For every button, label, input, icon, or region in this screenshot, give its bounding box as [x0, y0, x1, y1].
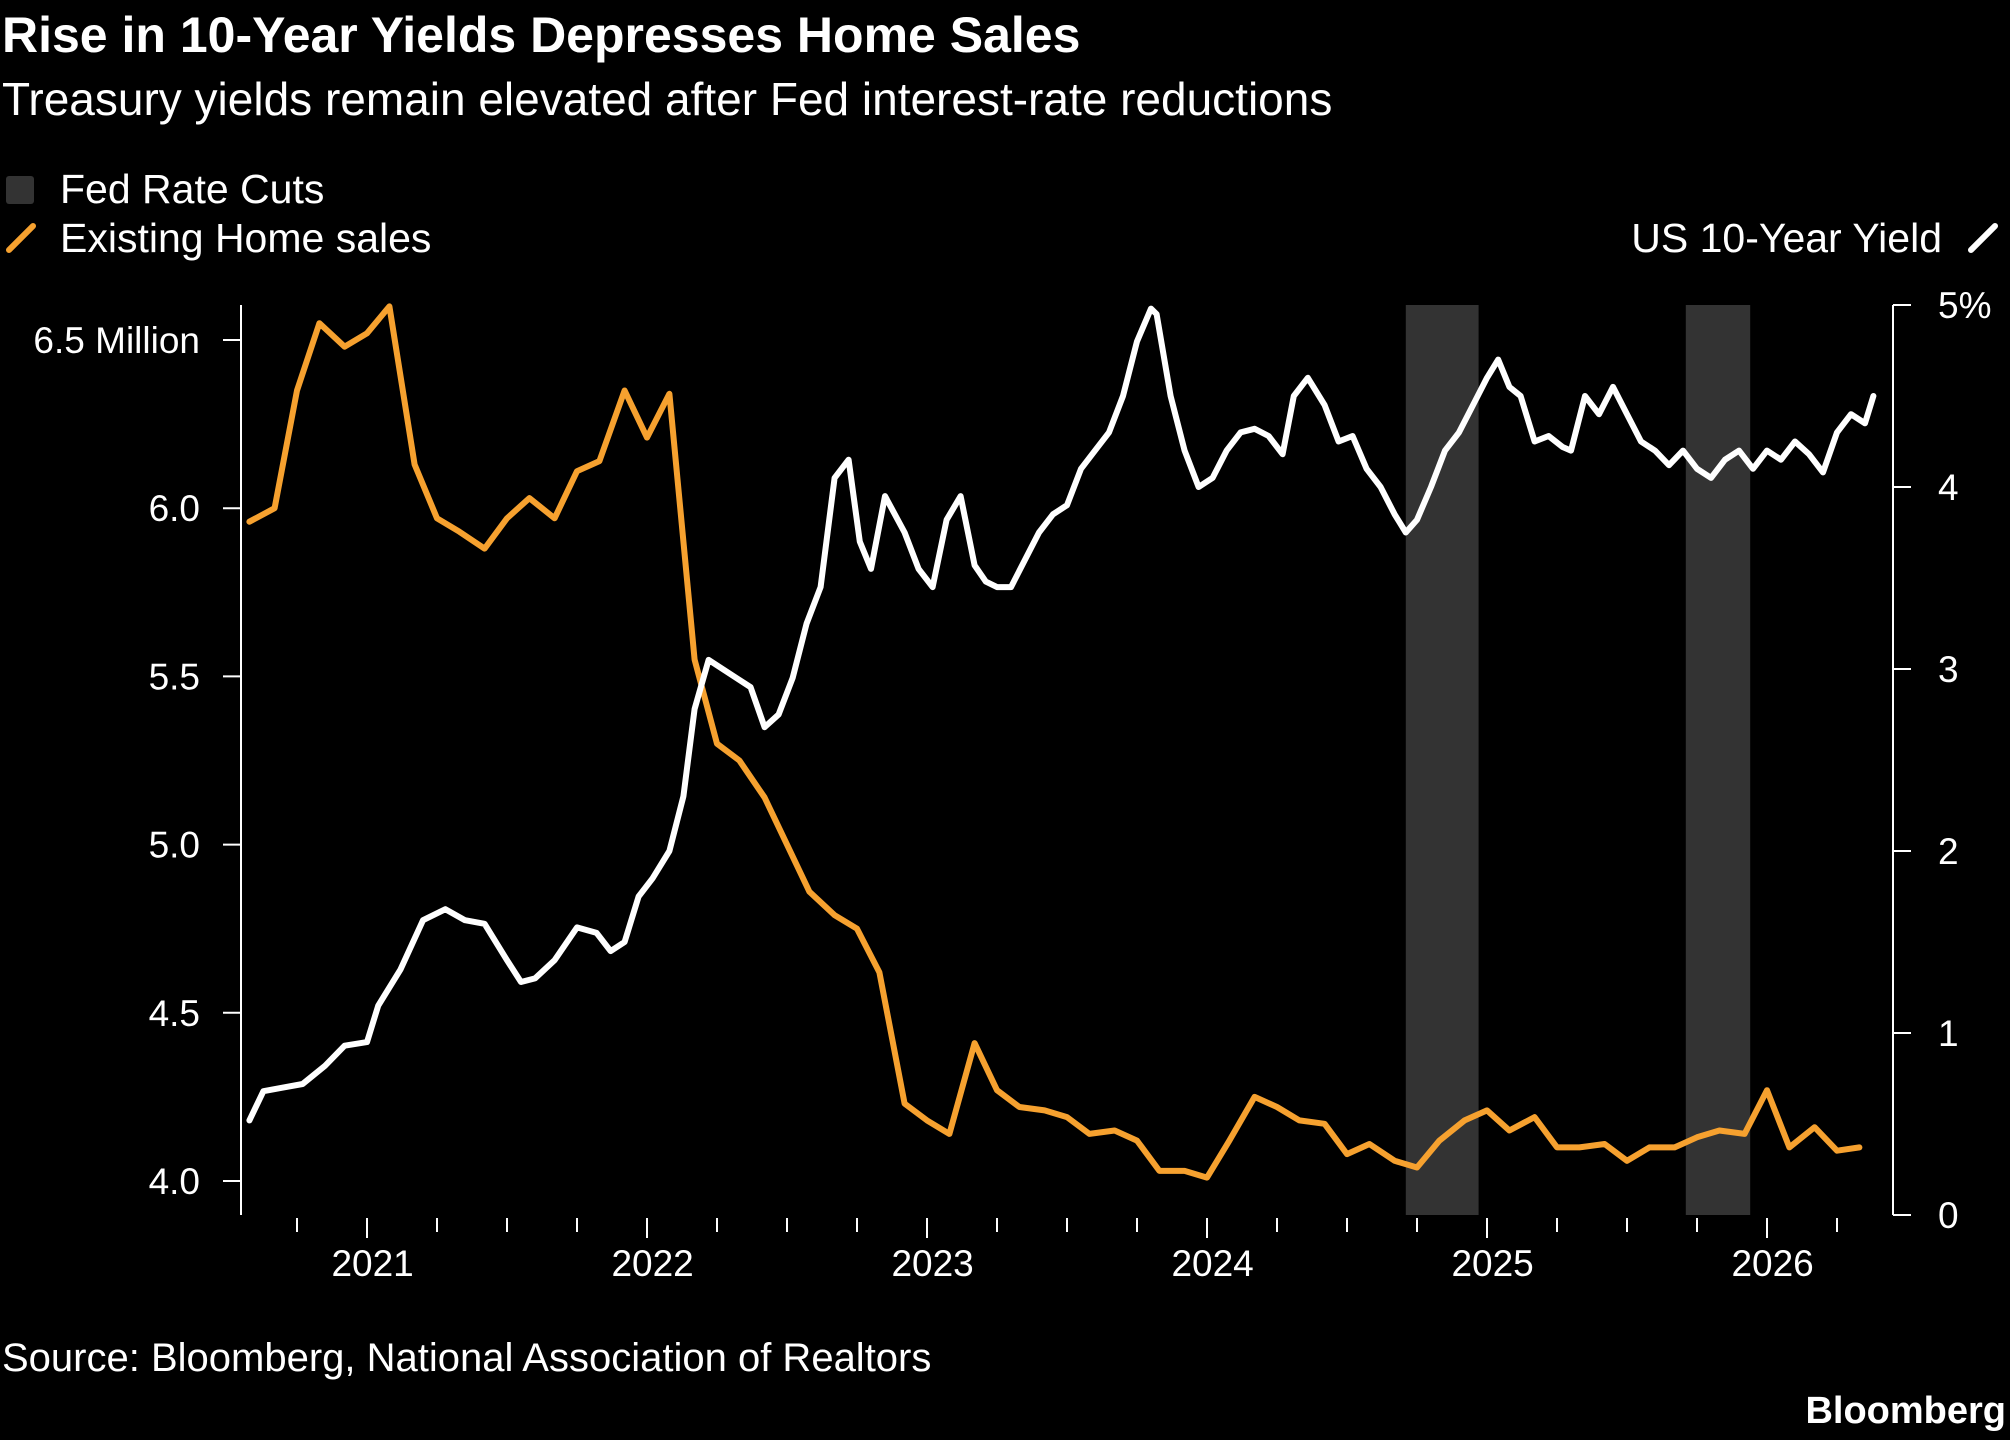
legend-cuts-label: Fed Rate Cuts — [60, 166, 325, 212]
us-10-year-yield-line — [246, 305, 1877, 1124]
bloomberg-logo: Bloomberg — [1805, 1390, 2006, 1432]
right-axis-tick-label: 1 — [1938, 1013, 1959, 1054]
series-lines — [246, 303, 1877, 1181]
rate-cut-band-1 — [1405, 305, 1479, 1215]
right-axis-tick-label: 3 — [1938, 649, 1959, 690]
left-axis-tick-label: 6.5 Million — [33, 320, 200, 361]
legend-cuts-swatch-icon — [6, 175, 34, 204]
left-axis: 4.0 4.5 5.0 5.5 6.0 6.5 Million — [33, 305, 242, 1215]
x-axis-tick-label: 2025 — [1451, 1243, 1533, 1284]
right-axis-tick-label: 2 — [1938, 831, 1959, 872]
right-axis-tick-label: 5% — [1938, 285, 1991, 326]
left-axis-tick-label: 6.0 — [149, 488, 200, 529]
existing-home-sales-line — [246, 303, 1863, 1181]
legend-us-10-year-yield: US 10-Year Yield — [1631, 215, 1996, 262]
x-axis-tick-label: 2024 — [1171, 1243, 1253, 1284]
x-axis-tick-label: 2023 — [891, 1243, 973, 1284]
right-axis-tick-label: 0 — [1938, 1195, 1959, 1236]
x-axis: 2021 2022 2023 2024 2025 2026 — [296, 1218, 1838, 1284]
legend-existing-home-sales: Existing Home sales — [6, 215, 431, 262]
rate-cut-shading — [1405, 305, 1751, 1215]
x-axis-tick-label: 2022 — [611, 1243, 693, 1284]
rate-cut-band-2 — [1685, 305, 1751, 1215]
legend-yield-label: US 10-Year Yield — [1631, 215, 1942, 261]
legend-sales-label: Existing Home sales — [60, 215, 432, 261]
chart-title: Rise in 10-Year Yields Depresses Home Sa… — [2, 7, 1081, 63]
chart-subtitle: Treasury yields remain elevated after Fe… — [2, 73, 1333, 125]
left-axis-tick-label: 4.0 — [149, 1161, 200, 1202]
left-axis-tick-label: 5.0 — [149, 825, 200, 866]
right-axis: 0 1 2 3 4 5% — [1892, 285, 1991, 1236]
x-axis-tick-label: 2021 — [331, 1243, 413, 1284]
right-axis-tick-label: 4 — [1938, 467, 1959, 508]
source-note: Source: Bloomberg, National Association … — [2, 1336, 932, 1380]
left-axis-tick-label: 5.5 — [149, 656, 200, 697]
left-axis-tick-label: 4.5 — [149, 993, 200, 1034]
legend-fed-rate-cuts: Fed Rate Cuts — [6, 166, 324, 213]
x-axis-tick-label: 2026 — [1731, 1243, 1813, 1284]
